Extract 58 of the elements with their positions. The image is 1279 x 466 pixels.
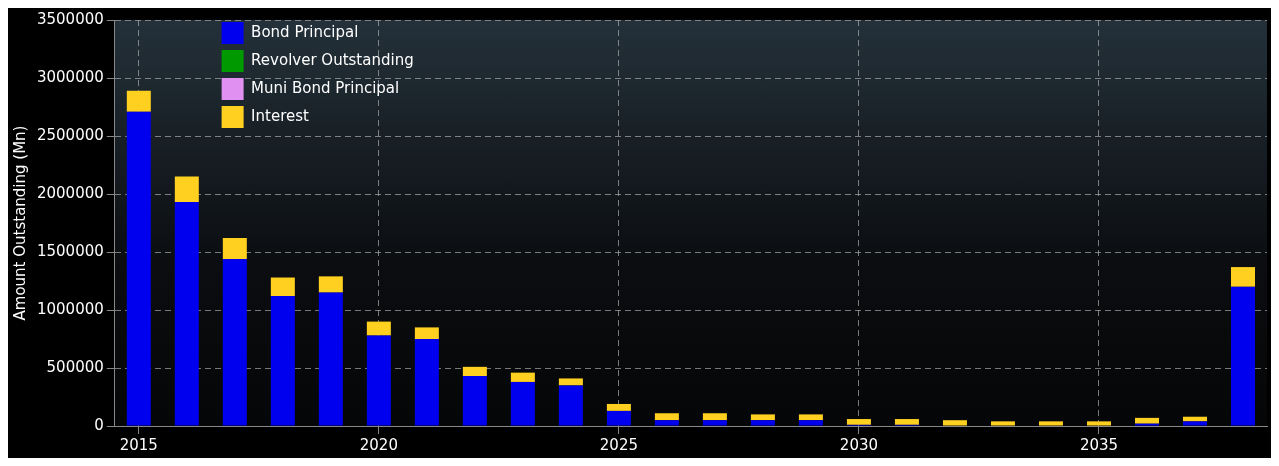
bar <box>462 376 487 426</box>
bar <box>174 176 199 203</box>
bar <box>654 413 679 421</box>
bar <box>126 111 151 426</box>
bar <box>366 321 391 336</box>
bar <box>414 327 439 339</box>
bar <box>270 277 295 297</box>
bar <box>702 413 727 421</box>
y-tick-label: 2500000 <box>36 125 104 144</box>
bar <box>1182 421 1207 426</box>
bar <box>1230 267 1255 287</box>
x-tick-label: 2020 <box>359 435 398 454</box>
y-tick-label: 1000000 <box>36 299 104 318</box>
bar <box>414 339 439 426</box>
y-tick-label: 3500000 <box>36 9 104 28</box>
bar <box>606 410 631 426</box>
bar <box>510 381 535 426</box>
bar <box>222 238 247 259</box>
bar <box>654 420 679 426</box>
bar <box>750 420 775 426</box>
legend-label: Revolver Outstanding <box>251 50 414 69</box>
bar <box>1086 421 1111 426</box>
legend-label: Interest <box>251 106 310 125</box>
legend-label: Muni Bond Principal <box>251 78 400 97</box>
bar <box>318 276 343 293</box>
y-tick-label: 1500000 <box>36 241 104 260</box>
bar <box>702 420 727 426</box>
bar <box>750 414 775 421</box>
x-tick-label: 2035 <box>1079 435 1119 454</box>
bar <box>1230 286 1255 426</box>
x-tick-label: 2015 <box>119 435 158 454</box>
y-tick-label: 500000 <box>46 357 104 376</box>
y-tick-label: 3000000 <box>36 67 104 86</box>
y-axis-title: Amount Outstanding (Mn) <box>10 125 29 321</box>
x-tick-label: 2030 <box>839 435 879 454</box>
bar <box>126 90 151 112</box>
bar <box>222 258 247 426</box>
bar <box>174 202 199 426</box>
bar <box>846 419 871 425</box>
bar <box>942 420 967 426</box>
bar <box>462 366 487 377</box>
bar <box>606 403 631 411</box>
bar <box>558 378 583 386</box>
bar <box>366 335 391 426</box>
bar <box>894 419 919 425</box>
bar <box>558 385 583 426</box>
bar <box>1134 417 1159 424</box>
bar <box>990 421 1015 426</box>
y-tick-label: 2000000 <box>36 183 104 202</box>
y-tick-label: 0 <box>94 415 104 434</box>
bar <box>270 296 295 426</box>
bar <box>798 414 823 421</box>
x-tick-label: 2025 <box>599 435 638 454</box>
legend-label: Bond Principal <box>251 22 359 41</box>
bar <box>318 292 343 426</box>
bar <box>798 420 823 426</box>
bar <box>510 372 535 382</box>
bar <box>1038 421 1063 426</box>
